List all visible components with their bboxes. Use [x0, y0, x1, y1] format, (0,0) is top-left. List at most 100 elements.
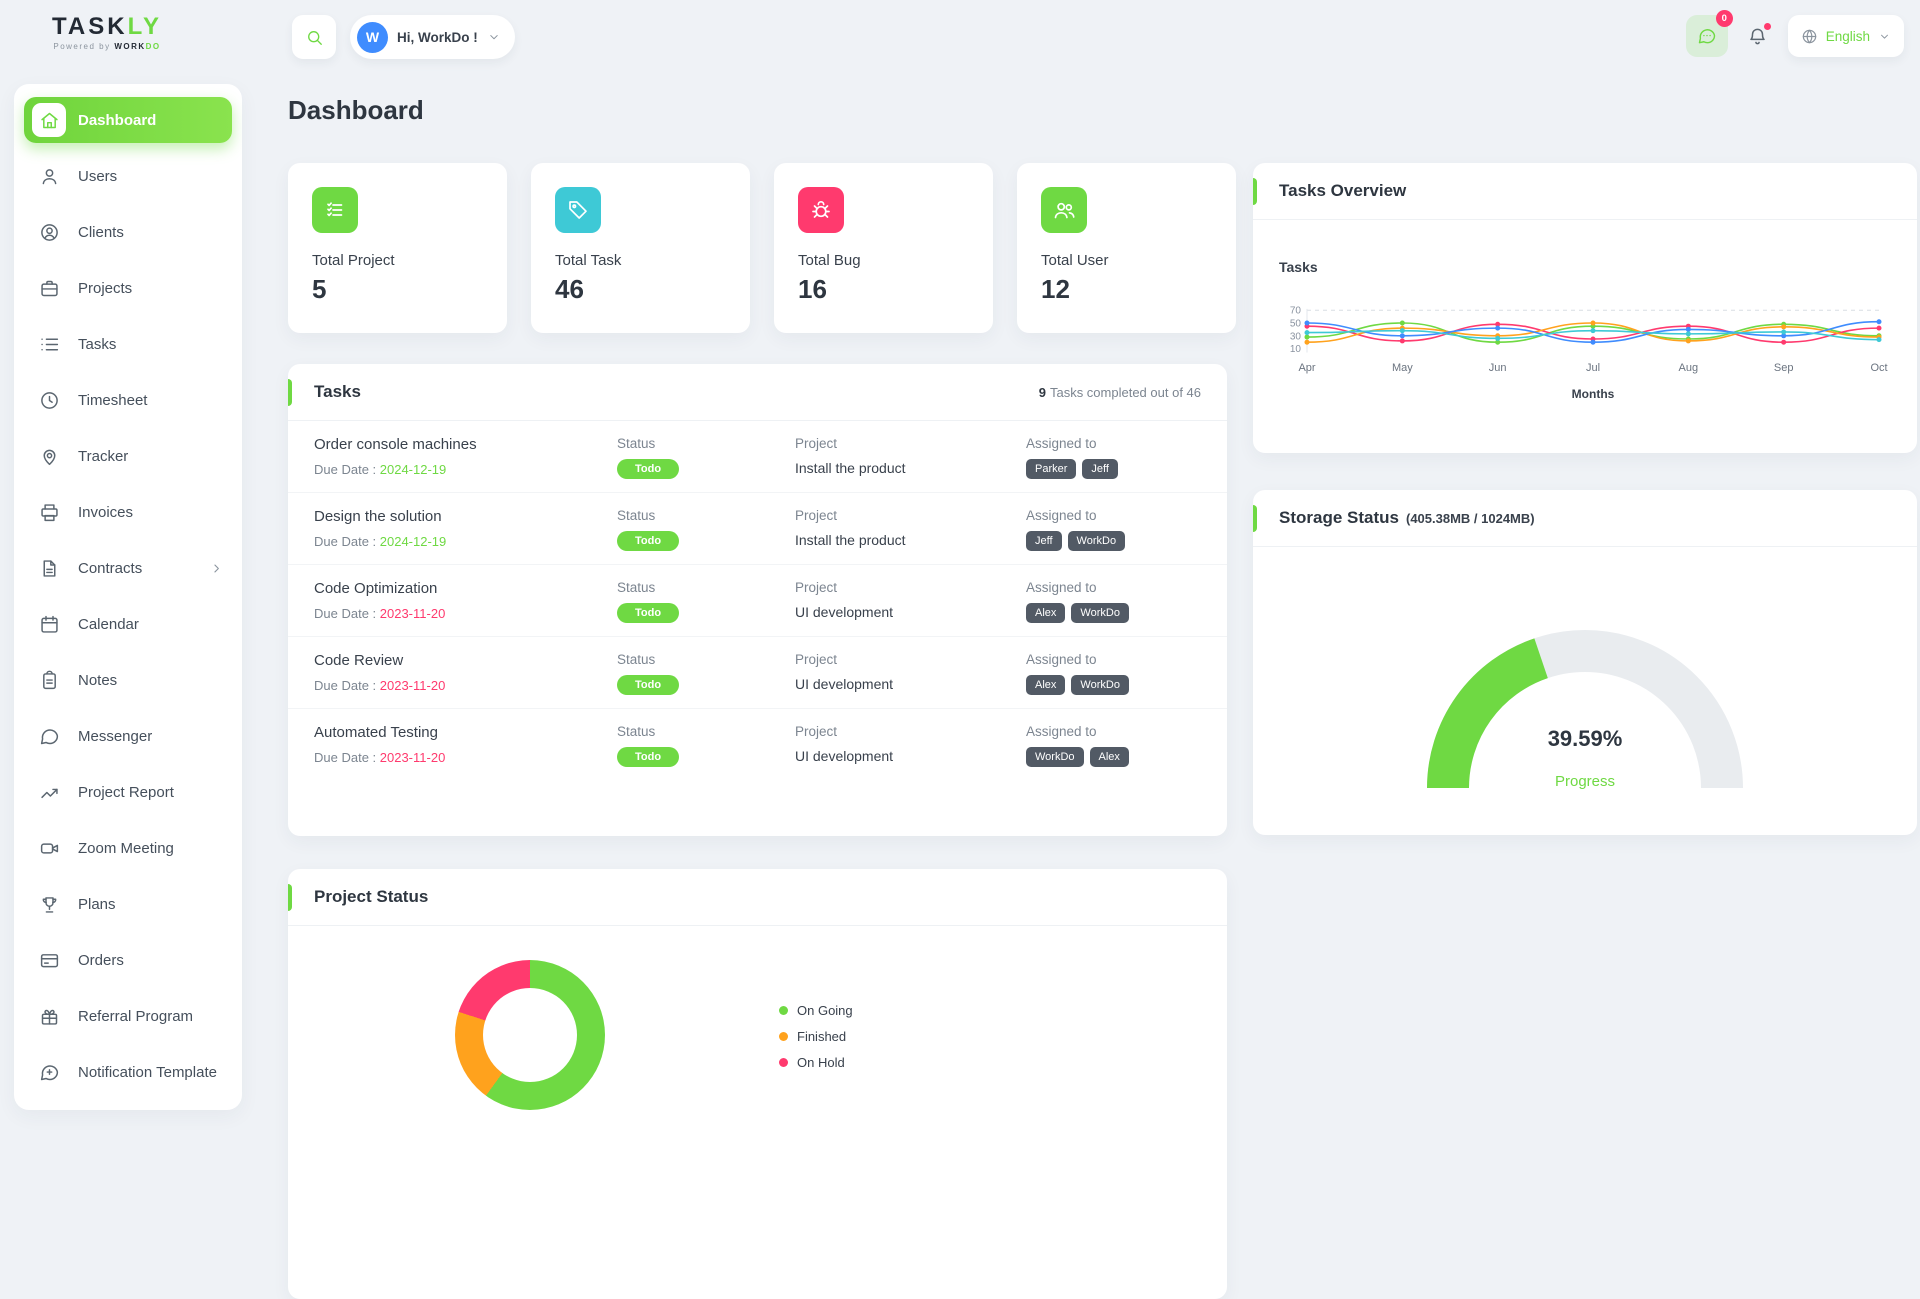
task-assignees: Parker Jeff: [1026, 459, 1201, 479]
sidebar-item-label: Messenger: [78, 727, 153, 745]
project-label: Project: [795, 436, 838, 451]
avatar: W: [357, 21, 388, 53]
assignee-chip: Alex: [1026, 603, 1066, 623]
task-name: Code Review: [314, 652, 404, 669]
app-logo[interactable]: TASKLY Powered by WORKDO: [52, 13, 162, 51]
svg-text:Oct: Oct: [1870, 362, 1887, 374]
svg-text:Apr: Apr: [1298, 362, 1315, 374]
tasks-card-title: Tasks: [314, 382, 361, 401]
assignee-chip: Parker: [1026, 459, 1077, 479]
task-status-badge: Todo: [617, 459, 680, 479]
assignee-chip: Alex: [1026, 675, 1066, 695]
stat-label: Total Task: [555, 252, 622, 269]
topbar-actions: 0 English: [1685, 10, 1904, 57]
chart-ylabel: Tasks: [1279, 259, 1318, 275]
legend-label: On Hold: [797, 1054, 845, 1070]
sidebar-item-label: Timesheet: [78, 391, 148, 409]
tasks-overview-title: Tasks Overview: [1279, 181, 1407, 200]
task-assignees: WorkDo Alex: [1026, 747, 1201, 767]
chevron-down-icon: [490, 35, 498, 40]
task-row: Code Review Due Date : 2023-11-20 Status To…: [288, 637, 1227, 709]
sidebar-item-label: Invoices: [78, 503, 134, 521]
sidebar-item-users[interactable]: Users: [24, 153, 232, 199]
storage-header: Storage Status (405.38MB / 1024MB): [1253, 490, 1917, 547]
status-label: Status: [617, 508, 656, 523]
project-status-donut: [455, 960, 605, 1110]
chevron-right-icon: [214, 564, 219, 572]
language-selector[interactable]: English: [1787, 15, 1904, 57]
tasks-card-header: Tasks 9 Tasks completed out of 46: [288, 364, 1227, 421]
messages-button[interactable]: 0: [1685, 10, 1733, 57]
sidebar-item-tracker[interactable]: Tracker: [24, 433, 232, 479]
list-check-icon: [327, 202, 343, 217]
storage-gauge: [1427, 630, 1743, 789]
task-due-date: Due Date : 2023-11-20: [314, 606, 446, 621]
stat-label: Total User: [1041, 252, 1109, 269]
search-button[interactable]: [292, 15, 336, 59]
task-row: Automated Testing Due Date : 2023-11-20 St…: [288, 709, 1227, 780]
logo-text: TASKLY: [52, 13, 163, 40]
sidebar-item-tasks[interactable]: Tasks: [24, 321, 232, 367]
assigned-label: Assigned to: [1026, 436, 1097, 451]
legend-item-on-hold: On Hold: [779, 1049, 853, 1075]
assigned-label: Assigned to: [1026, 580, 1097, 595]
sidebar-item-label: Dashboard: [78, 111, 157, 129]
tasks-overview-header: Tasks Overview: [1253, 163, 1917, 220]
chat-icon: [1698, 29, 1715, 44]
sidebar-item-dashboard[interactable]: Dashboard: [24, 97, 232, 143]
briefcase-icon: [40, 280, 58, 296]
sidebar-item-messenger[interactable]: Messenger: [24, 713, 232, 759]
sidebar-item-notes[interactable]: Notes: [24, 657, 232, 703]
project-label: Project: [795, 652, 838, 667]
task-name: Design the solution: [314, 508, 442, 525]
topbar: TASKLY Powered by WORKDO W Hi, WorkDo ! …: [0, 0, 1920, 72]
sidebar-item-calendar[interactable]: Calendar: [24, 601, 232, 647]
sidebar-item-zoom-meeting[interactable]: Zoom Meeting: [24, 825, 232, 871]
task-project: UI development: [795, 676, 894, 692]
task-name: Order console machines: [314, 436, 477, 453]
sidebar-item-label: Orders: [78, 951, 124, 969]
assignee-chip: Alex: [1089, 747, 1129, 767]
logo-subtitle: Powered by WORKDO: [53, 42, 161, 51]
stat-card-total-project: Total Project 5: [288, 163, 507, 333]
legend-dot: [779, 1031, 788, 1041]
project-status-title: Project Status: [314, 887, 429, 906]
task-project: Install the product: [795, 460, 906, 476]
sidebar-item-notification-template[interactable]: Notification Template: [24, 1049, 232, 1095]
svg-text:Jul: Jul: [1586, 362, 1600, 374]
trophy-icon: [42, 896, 56, 913]
sidebar-item-label: Project Report: [78, 783, 174, 801]
sidebar-item-label: Zoom Meeting: [78, 839, 174, 857]
sidebar-item-invoices[interactable]: Invoices: [24, 489, 232, 535]
user-menu[interactable]: W Hi, WorkDo !: [350, 15, 515, 59]
messages-badge: 0: [1715, 10, 1733, 27]
user-icon: [42, 168, 56, 184]
sidebar-item-label: Contracts: [78, 559, 143, 577]
users-group-icon: [1054, 202, 1075, 219]
sidebar-item-timesheet[interactable]: Timesheet: [24, 377, 232, 423]
sidebar-item-projects[interactable]: Projects: [24, 265, 232, 311]
sidebar-item-referral-program[interactable]: Referral Program: [24, 993, 232, 1039]
sidebar-item-clients[interactable]: Clients: [24, 209, 232, 255]
language-label: English: [1825, 28, 1870, 44]
svg-text:Jun: Jun: [1489, 362, 1507, 374]
project-label: Project: [795, 724, 838, 739]
file-icon: [43, 559, 55, 577]
list-check-badge: [312, 187, 358, 233]
legend-dot: [779, 1005, 788, 1015]
sidebar-item-project-report[interactable]: Project Report: [24, 769, 232, 815]
tag-icon: [569, 201, 587, 219]
sidebar-item-plans[interactable]: Plans: [24, 881, 232, 927]
assignee-chip: WorkDo: [1071, 675, 1129, 695]
notifications-button[interactable]: [1740, 15, 1776, 57]
legend-label: On Going: [797, 1002, 853, 1018]
assigned-label: Assigned to: [1026, 652, 1097, 667]
assigned-label: Assigned to: [1026, 508, 1097, 523]
project-status-legend: On Going Finished On Hold: [779, 997, 853, 1075]
status-label: Status: [617, 724, 656, 739]
sidebar-nav: Dashboard Users Clients Projects Tasks Timesh…: [24, 97, 232, 1095]
sidebar-item-contracts[interactable]: Contracts: [24, 545, 232, 591]
sidebar-item-orders[interactable]: Orders: [24, 937, 232, 983]
task-assignees: Jeff WorkDo: [1026, 531, 1201, 551]
task-status-badge: Todo: [617, 603, 680, 623]
